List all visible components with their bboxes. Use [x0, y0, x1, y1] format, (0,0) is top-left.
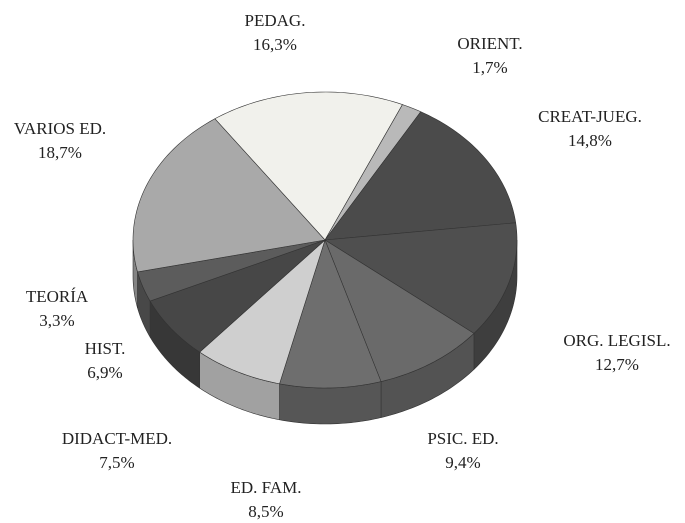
value-label: 12,7% [595, 355, 639, 374]
slice [324, 111, 517, 241]
slice [324, 104, 422, 241]
slice [279, 239, 382, 389]
value-label: 14,8% [568, 131, 612, 150]
slice [214, 91, 403, 241]
value-label: 8,5% [248, 502, 283, 521]
slice-label: ED. FAM. [231, 478, 302, 497]
slice [137, 239, 326, 302]
slice-label: CREAT-JUEG. [538, 107, 642, 126]
value-label: 7,5% [99, 453, 134, 472]
pie-tops [132, 91, 518, 389]
value-label: 18,7% [38, 143, 82, 162]
value-label: 16,3% [253, 35, 297, 54]
slice-label: VARIOS ED. [14, 119, 106, 138]
value-label: 9,4% [445, 453, 480, 472]
slice [324, 239, 475, 382]
slice-label: PSIC. ED. [427, 429, 498, 448]
value-label: 6,9% [87, 363, 122, 382]
slice [324, 222, 518, 334]
value-label: 1,7% [472, 58, 507, 77]
slice [199, 239, 326, 385]
value-label: 3,3% [39, 311, 74, 330]
slice-label: PEDAG. [245, 11, 306, 30]
slice [149, 239, 326, 353]
slice-label: ORG. LEGISL. [563, 331, 670, 350]
slice-label: DIDACT-MED. [62, 429, 172, 448]
slice [132, 118, 326, 273]
slice-label: ORIENT. [457, 34, 522, 53]
slice-label: HIST. [85, 339, 126, 358]
slice-label: TEORÍA [26, 287, 89, 306]
